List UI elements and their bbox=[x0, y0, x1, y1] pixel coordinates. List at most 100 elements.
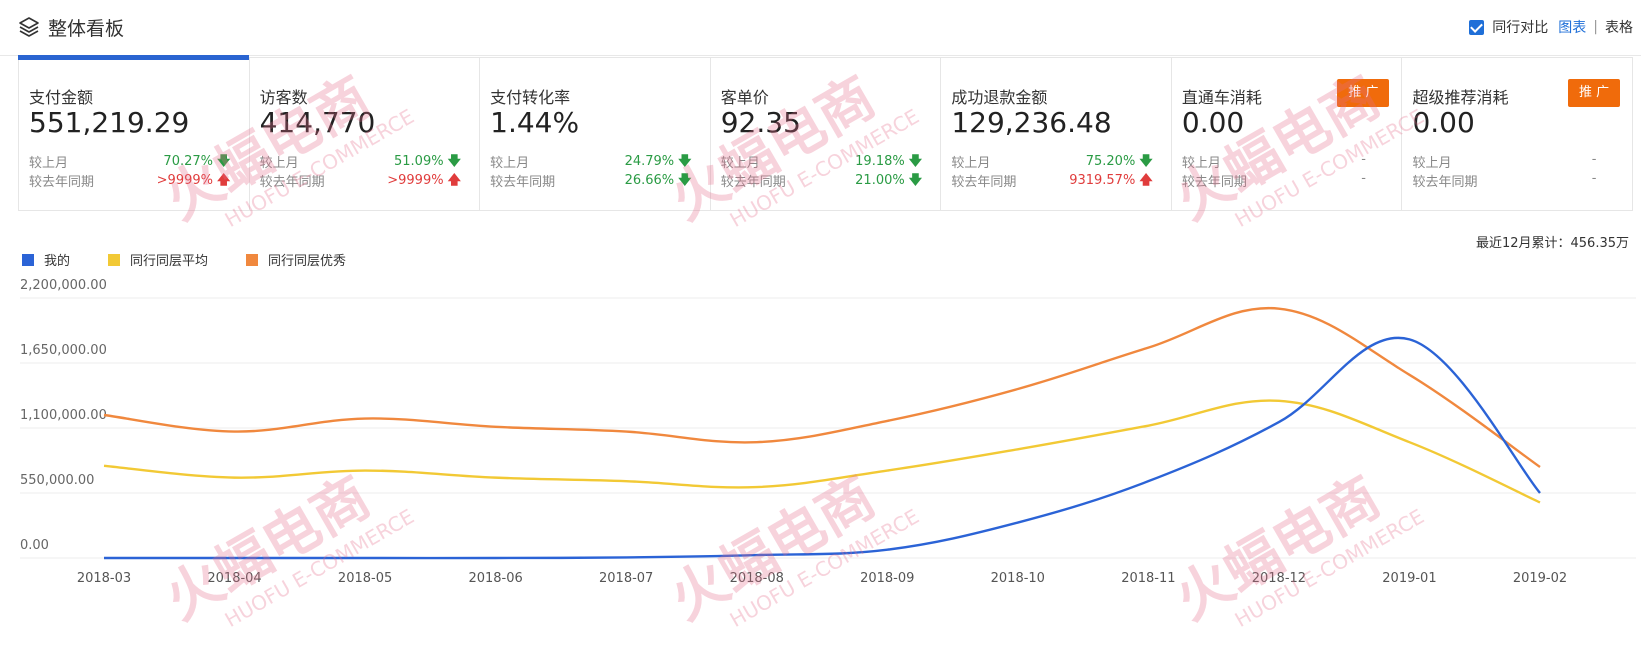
arrow-down-icon: 🡇 bbox=[217, 154, 231, 169]
yoy-label: 较去年同期 bbox=[259, 175, 325, 190]
mom-label: 较上月 bbox=[490, 156, 530, 171]
x-tick-label: 2018-08 bbox=[730, 571, 784, 586]
metric-card[interactable]: 超级推荐消耗 0.00 较上月 - 较去年同期 - 推 广 bbox=[1402, 58, 1632, 210]
yoy-label: 较去年同期 bbox=[1412, 175, 1478, 190]
mom-label: 较上月 bbox=[1181, 156, 1221, 171]
x-tick-label: 2018-12 bbox=[1252, 571, 1306, 586]
cumulative-total: 最近12月累计：456.35万 bbox=[1475, 236, 1629, 251]
metric-label: 直通车消耗 bbox=[1181, 88, 1262, 107]
arrow-down-icon: 🡇 bbox=[1139, 154, 1153, 169]
x-tick-label: 2018-05 bbox=[338, 571, 392, 586]
yoy-label: 较去年同期 bbox=[720, 175, 786, 190]
mom-row: 较上月 51.09% 🡇 bbox=[259, 152, 461, 174]
mom-row: 较上月 - bbox=[1412, 152, 1612, 171]
promote-button[interactable]: 推 广 bbox=[1568, 79, 1621, 107]
view-separator: | bbox=[1593, 19, 1598, 35]
x-tick-label: 2018-07 bbox=[599, 571, 653, 586]
promote-button[interactable]: 推 广 bbox=[1337, 79, 1390, 107]
mom-value: 70.27% 🡇 bbox=[163, 152, 231, 174]
series-line[interactable] bbox=[104, 336, 1541, 560]
arrow-up-icon: 🡅 bbox=[217, 173, 231, 188]
mom-value: - bbox=[1361, 152, 1366, 167]
table-view-link[interactable]: 表格 bbox=[1605, 20, 1633, 36]
yoy-row: 较去年同期 >9999% 🡅 bbox=[259, 171, 461, 193]
metric-value: 551,219.29 bbox=[29, 106, 190, 139]
mom-value: 24.79% 🡇 bbox=[625, 152, 692, 174]
yoy-label: 较去年同期 bbox=[951, 175, 1017, 190]
yoy-row: 较去年同期 - bbox=[1182, 171, 1382, 190]
mom-row: 较上月 70.27% 🡇 bbox=[29, 152, 231, 174]
mom-row: 较上月 24.79% 🡇 bbox=[490, 152, 692, 174]
layers-icon bbox=[19, 17, 39, 37]
yoy-label: 较去年同期 bbox=[1181, 175, 1247, 190]
yoy-label: 较去年同期 bbox=[29, 175, 95, 190]
page-title: 整体看板 bbox=[48, 18, 125, 40]
chart-view-link[interactable]: 图表 bbox=[1558, 20, 1587, 36]
mom-row: 较上月 19.18% 🡇 bbox=[720, 152, 923, 174]
compare-checkbox[interactable] bbox=[1469, 19, 1485, 35]
mom-row: 较上月 - bbox=[1182, 152, 1382, 171]
yoy-value: 9319.57% 🡅 bbox=[1069, 171, 1153, 193]
y-tick-label: 2,200,000.00 bbox=[20, 278, 107, 293]
chart-legend: 我的 同行同层平均 同行同层优秀 bbox=[22, 250, 384, 269]
arrow-down-icon: 🡇 bbox=[908, 173, 923, 188]
metric-card[interactable]: 支付金额 551,219.29 较上月 70.27% 🡇 较去年同期 >9999%… bbox=[18, 55, 250, 210]
metric-card[interactable]: 成功退款金额 129,236.48 较上月 75.20% 🡇 较去年同期 9319… bbox=[941, 58, 1172, 210]
metric-value: 0.00 bbox=[1412, 106, 1475, 139]
yoy-value: - bbox=[1361, 171, 1366, 186]
mom-value: 51.09% 🡇 bbox=[394, 152, 461, 174]
y-tick-label: 1,650,000.00 bbox=[20, 343, 107, 358]
series-line[interactable] bbox=[103, 399, 1541, 504]
arrow-down-icon: 🡇 bbox=[908, 154, 923, 169]
metric-value: 1.44% bbox=[490, 106, 580, 139]
metric-label: 支付金额 bbox=[29, 88, 94, 107]
mom-label: 较上月 bbox=[259, 156, 299, 171]
yoy-row: 较去年同期 >9999% 🡅 bbox=[29, 171, 231, 193]
line-chart: 0.00 550,000.00 1,100,000.00 1,650,000.00 2,… bbox=[20, 278, 1636, 586]
mom-label: 较上月 bbox=[1412, 156, 1452, 171]
arrow-up-icon: 🡅 bbox=[1139, 173, 1153, 188]
metric-value: 414,770 bbox=[259, 106, 376, 139]
series-line[interactable] bbox=[103, 306, 1541, 468]
metric-card[interactable]: 客单价 92.35 较上月 19.18% 🡇 较去年同期 21.00% 🡇 bbox=[711, 58, 942, 210]
metric-label: 访客数 bbox=[259, 88, 308, 107]
yoy-row: 较去年同期 9319.57% 🡅 bbox=[951, 171, 1153, 193]
yoy-value: - bbox=[1591, 171, 1597, 186]
yoy-value: 26.66% 🡇 bbox=[625, 171, 692, 193]
metric-label: 支付转化率 bbox=[490, 88, 571, 107]
metric-card[interactable]: 支付转化率 1.44% 较上月 24.79% 🡇 较去年同期 26.66% 🡇 bbox=[480, 58, 711, 210]
mom-label: 较上月 bbox=[951, 156, 991, 171]
legend-label: 我的 bbox=[44, 254, 71, 269]
yoy-value: >9999% 🡅 bbox=[157, 171, 231, 193]
legend-swatch bbox=[108, 253, 121, 266]
metric-value: 0.00 bbox=[1181, 106, 1245, 139]
mom-row: 较上月 75.20% 🡇 bbox=[951, 152, 1153, 171]
arrow-up-icon: 🡅 bbox=[447, 173, 461, 188]
yoy-value: >9999% 🡅 bbox=[387, 171, 461, 193]
legend-label: 同行同层优秀 bbox=[268, 254, 347, 269]
legend-item[interactable]: 同行同层平均 bbox=[108, 250, 208, 269]
metric-card[interactable]: 直通车消耗 0.00 较上月 - 较去年同期 - 推 广 bbox=[1172, 58, 1403, 210]
legend-item[interactable]: 同行同层优秀 bbox=[246, 250, 346, 269]
yoy-row: 较去年同期 26.66% 🡇 bbox=[490, 171, 692, 193]
legend-label: 同行同层平均 bbox=[130, 254, 209, 269]
metric-value: 129,236.48 bbox=[951, 106, 1112, 139]
y-tick-label: 550,000.00 bbox=[20, 473, 94, 488]
arrow-down-icon: 🡇 bbox=[678, 173, 692, 188]
metrics-panel: 支付金额 551,219.29 较上月 70.27% 🡇 较去年同期 >9999%… bbox=[18, 55, 1633, 211]
y-tick-label: 1,100,000.00 bbox=[20, 408, 107, 423]
page-header: 整体看板 同行对比 图表 | 表格 bbox=[0, 0, 1641, 56]
metric-card[interactable]: 访客数 414,770 较上月 51.09% 🡇 较去年同期 >9999% 🡅 bbox=[250, 58, 481, 210]
metric-value: 92.35 bbox=[720, 106, 801, 139]
mom-value: 19.18% 🡇 bbox=[855, 152, 923, 174]
x-tick-label: 2018-06 bbox=[468, 571, 522, 586]
legend-item[interactable]: 我的 bbox=[22, 250, 70, 269]
legend-swatch bbox=[246, 253, 259, 266]
arrow-down-icon: 🡇 bbox=[678, 154, 692, 169]
x-tick-label: 2018-11 bbox=[1121, 571, 1175, 586]
yoy-row: 较去年同期 21.00% 🡇 bbox=[720, 171, 923, 190]
legend-swatch bbox=[22, 253, 34, 266]
x-tick-label: 2018-10 bbox=[991, 571, 1045, 586]
mom-label: 较上月 bbox=[720, 156, 760, 171]
compare-label[interactable]: 同行对比 bbox=[1492, 20, 1549, 36]
